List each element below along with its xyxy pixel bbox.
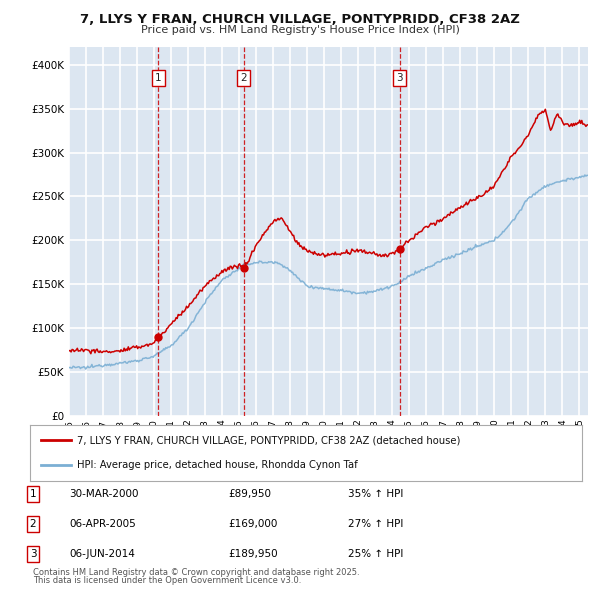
- Text: 7, LLYS Y FRAN, CHURCH VILLAGE, PONTYPRIDD, CF38 2AZ (detached house): 7, LLYS Y FRAN, CHURCH VILLAGE, PONTYPRI…: [77, 435, 460, 445]
- Text: 7, LLYS Y FRAN, CHURCH VILLAGE, PONTYPRIDD, CF38 2AZ: 7, LLYS Y FRAN, CHURCH VILLAGE, PONTYPRI…: [80, 13, 520, 26]
- Text: 3: 3: [397, 73, 403, 83]
- Text: 30-MAR-2000: 30-MAR-2000: [69, 489, 139, 499]
- Text: This data is licensed under the Open Government Licence v3.0.: This data is licensed under the Open Gov…: [33, 576, 301, 585]
- Text: £189,950: £189,950: [228, 549, 278, 559]
- Text: 06-APR-2005: 06-APR-2005: [69, 519, 136, 529]
- Text: Contains HM Land Registry data © Crown copyright and database right 2025.: Contains HM Land Registry data © Crown c…: [33, 568, 359, 577]
- Text: 2: 2: [29, 519, 37, 529]
- Text: 1: 1: [155, 73, 161, 83]
- Text: 27% ↑ HPI: 27% ↑ HPI: [348, 519, 403, 529]
- Text: 35% ↑ HPI: 35% ↑ HPI: [348, 489, 403, 499]
- Text: 06-JUN-2014: 06-JUN-2014: [69, 549, 135, 559]
- Text: 1: 1: [29, 489, 37, 499]
- Text: HPI: Average price, detached house, Rhondda Cynon Taf: HPI: Average price, detached house, Rhon…: [77, 460, 358, 470]
- Text: 25% ↑ HPI: 25% ↑ HPI: [348, 549, 403, 559]
- Text: 3: 3: [29, 549, 37, 559]
- Text: £169,000: £169,000: [228, 519, 277, 529]
- Text: Price paid vs. HM Land Registry's House Price Index (HPI): Price paid vs. HM Land Registry's House …: [140, 25, 460, 35]
- Text: 2: 2: [241, 73, 247, 83]
- Text: £89,950: £89,950: [228, 489, 271, 499]
